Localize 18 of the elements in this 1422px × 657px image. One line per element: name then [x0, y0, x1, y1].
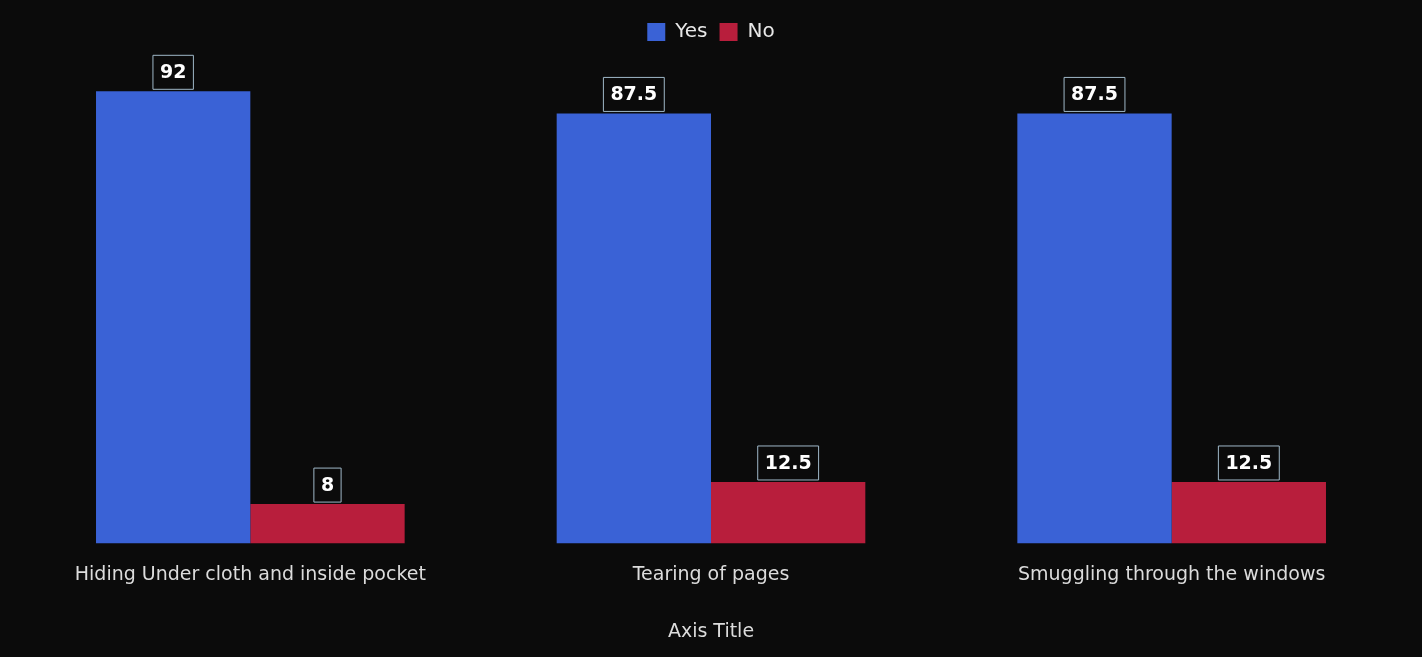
data-label: 87.5: [610, 82, 658, 105]
bar: [250, 504, 405, 544]
x-tick-label: Tearing of pages: [631, 561, 790, 584]
bar: [1171, 481, 1326, 544]
bar: [711, 481, 866, 544]
data-label: 87.5: [1071, 82, 1118, 105]
legend-label: Yes: [674, 18, 708, 43]
x-tick-label: Smuggling through the windows: [1017, 561, 1326, 584]
bar: [556, 113, 711, 544]
x-axis-title: Axis Title: [667, 618, 755, 641]
x-tick-label: Hiding Under cloth and inside pocket: [74, 561, 426, 584]
data-label: 12.5: [764, 450, 812, 473]
bar: [96, 91, 251, 544]
data-label: 92: [159, 60, 187, 83]
data-label: 12.5: [1225, 450, 1273, 473]
data-label: 8: [320, 473, 335, 496]
legend-label: No: [747, 18, 775, 43]
bar: [1017, 113, 1172, 544]
